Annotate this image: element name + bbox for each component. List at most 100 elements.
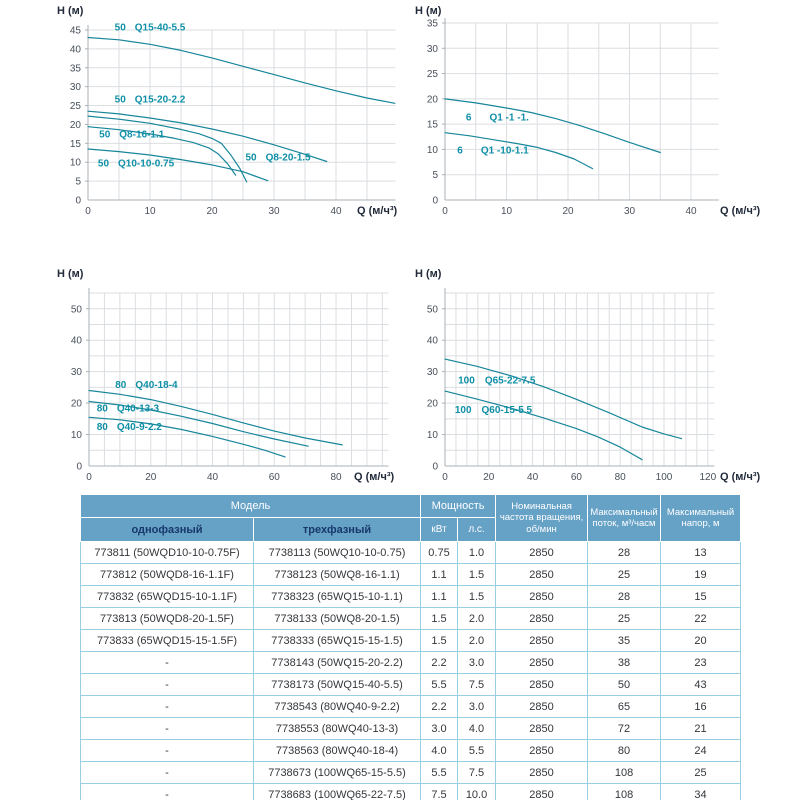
curve-label: 6 Q1 -10-1.1: [457, 145, 529, 156]
table-row: -7738543 (80WQ40-9-2.2) 2.2 3.0 2850 65 16: [80, 695, 742, 718]
specs-table-body: 773811 (50WQD10-10-0.75F) 7738113 (50WQ10…: [80, 541, 742, 800]
table-cell: -: [80, 717, 254, 740]
table-cell: 2.2: [420, 695, 459, 718]
h-axis-label: H (м): [57, 5, 84, 17]
performance-curve-svg: 0 5 10 15 20 25 30 35 0 10 20 30 40 H (м) Q (м/ч³) 6 Q1 …: [415, 5, 761, 217]
table-cell: 2850: [495, 783, 589, 800]
y-tick-label: 45: [70, 25, 82, 36]
x-tick-label: 40: [527, 472, 539, 483]
table-cell: 1.5: [457, 563, 497, 586]
x-tick-label: 40: [685, 206, 697, 217]
x-tick-label: 40: [207, 472, 219, 483]
y-tick-label: 25: [427, 69, 439, 80]
pump-curve: [87, 115, 248, 183]
table-cell: 7738683 (100WQ65-22-7.5): [252, 783, 422, 800]
table-cell: 108: [587, 761, 662, 784]
performance-curve-svg: 0 5 10 15 20 25 30 35 40 45 0 10 20 30 40 H (м) Q (м/ч³)…: [57, 5, 398, 217]
header-power: Мощность: [420, 494, 497, 518]
curve-label: 50 Q8-16-1.1: [99, 129, 165, 140]
pump-curve: [444, 98, 661, 154]
table-cell: 2.2: [420, 651, 459, 674]
chart-50wq-performance: 0 5 10 15 20 25 30 35 40 45 0 10 20 30 40 H (м) Q (м/ч³)…: [0, 0, 400, 230]
x-tick-label: 100: [656, 472, 673, 483]
x-tick-label: 0: [86, 472, 92, 483]
table-cell: 3.0: [457, 651, 497, 674]
header-max-flow: Максимальный поток, м³/часм: [587, 494, 662, 542]
curve-label: 80 Q40-13-3: [97, 403, 160, 414]
table-cell: 4.0: [457, 717, 497, 740]
pump-curve: [87, 126, 237, 176]
table-cell: 13: [660, 541, 742, 564]
table-row: 773812 (50WQD8-16-1.1F) 7738123 (50WQ8-16…: [80, 563, 742, 586]
chart-65wq-performance: 0 5 10 15 20 25 30 35 0 10 20 30 40 H (м) Q (м/ч³) 6 Q1 …: [400, 0, 800, 230]
table-cell: 16: [660, 695, 742, 718]
table-cell: 15: [660, 585, 742, 608]
x-tick-label: 20: [206, 206, 218, 217]
y-tick-label: 10: [71, 430, 83, 441]
table-cell: 2850: [495, 585, 589, 608]
table-cell: 7.5: [420, 783, 459, 800]
table-cell: 2850: [495, 651, 589, 674]
table-cell: 5.5: [420, 673, 459, 696]
x-tick-label: 0: [442, 206, 448, 217]
table-cell: 5.5: [457, 739, 497, 762]
x-tick-label: 120: [699, 472, 716, 483]
table-cell: 25: [660, 761, 742, 784]
table-cell: 80: [587, 739, 662, 762]
pump-curve: [88, 400, 309, 447]
table-cell: 7.5: [457, 673, 497, 696]
y-tick-label: 50: [71, 304, 83, 315]
header-hp: л.с.: [457, 517, 497, 542]
table-cell: 19: [660, 563, 742, 586]
table-cell: -: [80, 651, 254, 674]
header-max-head: Максимальный напор, м: [660, 494, 742, 542]
pump-curve: [87, 148, 269, 182]
y-tick-label: 30: [71, 367, 83, 378]
pump-curve: [444, 390, 643, 461]
table-cell: 773833 (65WQD15-15-1.5F): [80, 629, 254, 652]
table-cell: 0.75: [420, 541, 459, 564]
performance-curve-svg: 0 10 20 30 40 50 0 20 40 60 80 100 120 H (м) Q (м/ч³) 1…: [415, 268, 761, 483]
table-cell: 7738143 (50WQ15-20-2.2): [252, 651, 422, 674]
y-tick-label: 10: [427, 430, 439, 441]
table-cell: 50: [587, 673, 662, 696]
y-tick-label: 30: [427, 367, 439, 378]
y-tick-label: 20: [427, 399, 439, 410]
table-cell: 773811 (50WQD10-10-0.75F): [80, 541, 254, 564]
table-cell: 1.1: [420, 585, 459, 608]
curve-label: 50 Q15-20-2.2: [115, 95, 186, 106]
table-cell: 4.0: [420, 739, 459, 762]
y-tick-label: 40: [71, 336, 83, 347]
chart-80wq-performance: 0 10 20 30 40 50 0 20 40 60 80 H (м) Q (м/ч³) 80 Q40-1…: [0, 260, 400, 490]
header-single-phase: однофазный: [80, 517, 254, 542]
y-tick-label: 0: [76, 462, 82, 473]
y-tick-label: 30: [427, 44, 439, 55]
y-tick-label: 0: [432, 462, 438, 473]
pump-curve: [87, 36, 396, 104]
table-cell: 3.0: [420, 717, 459, 740]
table-cell: 7738323 (65WQ15-10-1.1): [252, 585, 422, 608]
performance-curve-svg: 0 10 20 30 40 50 0 20 40 60 80 H (м) Q (м/ч³) 80 Q40-1…: [57, 268, 395, 483]
x-tick-label: 80: [615, 472, 627, 483]
header-three-phase: трехфазный: [252, 517, 422, 542]
table-cell: 35: [587, 629, 662, 652]
h-axis-label: H (м): [415, 5, 442, 17]
table-cell: 43: [660, 673, 742, 696]
table-cell: 1.5: [420, 607, 459, 630]
table-cell: 28: [587, 585, 662, 608]
table-cell: 773813 (50WQD8-20-1.5F): [80, 607, 254, 630]
table-cell: 7.5: [457, 761, 497, 784]
table-cell: 1.5: [457, 585, 497, 608]
x-tick-label: 30: [624, 206, 636, 217]
table-row: 773813 (50WQD8-20-1.5F) 7738133 (50WQ8-20…: [80, 607, 742, 630]
pump-curve: [88, 389, 343, 446]
table-cell: 23: [660, 651, 742, 674]
x-tick-label: 20: [145, 472, 157, 483]
q-axis-label: Q (м/ч³): [354, 471, 395, 483]
table-row: -7738173 (50WQ15-40-5.5) 5.5 7.5 2850 50 43: [80, 673, 742, 696]
chart-100wq-performance: 0 10 20 30 40 50 0 20 40 60 80 100 120 H (м) Q (м/ч³) 1…: [400, 260, 800, 490]
table-cell: 2850: [495, 541, 589, 564]
table-cell: 7738673 (100WQ65-15-5.5): [252, 761, 422, 784]
specs-table: Модель Мощность Номинальная частота вращ…: [79, 494, 742, 800]
y-tick-label: 35: [427, 19, 439, 30]
